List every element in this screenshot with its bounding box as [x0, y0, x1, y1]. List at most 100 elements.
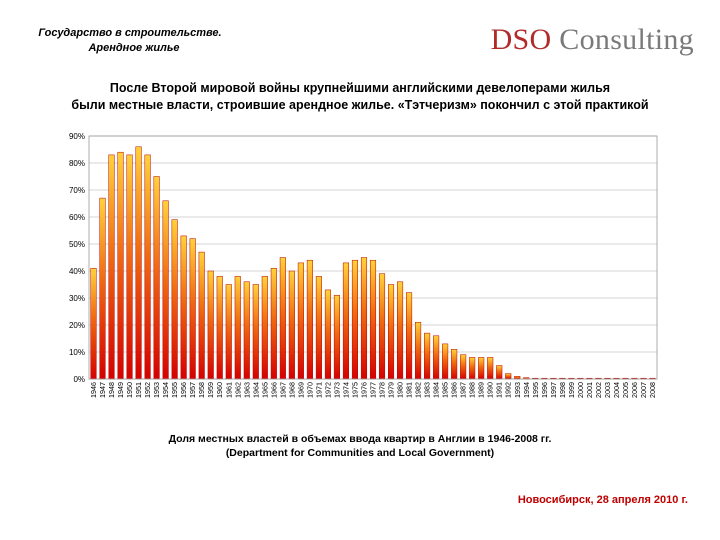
bar-1953 — [153, 176, 160, 380]
x-tick-label: 1974 — [341, 382, 350, 398]
bar-1959 — [207, 270, 214, 380]
x-tick-label: 1992 — [504, 382, 513, 398]
bar-1952 — [144, 154, 151, 380]
x-tick-label: 1954 — [161, 382, 170, 398]
bar-1985 — [442, 343, 449, 380]
bar-1954 — [162, 200, 169, 380]
bar-1955 — [171, 219, 178, 380]
bar-1979 — [387, 284, 395, 380]
y-tick-label: 50% — [69, 240, 85, 249]
x-tick-label: 2002 — [594, 382, 603, 398]
x-tick-label: 2008 — [648, 382, 657, 398]
bar-1977 — [369, 259, 377, 380]
bar-1978 — [378, 273, 386, 380]
x-tick-label: 1991 — [495, 382, 504, 398]
bar-1958 — [198, 251, 205, 380]
bar-1992 — [505, 373, 512, 380]
slide-title-line-2: были местные власти, строившие арендное … — [71, 98, 649, 112]
x-tick-label: 1946 — [89, 382, 98, 398]
y-tick-label: 30% — [69, 294, 85, 303]
x-tick-label: 1960 — [215, 382, 224, 398]
bar-1976 — [360, 257, 368, 380]
x-tick-label: 1949 — [116, 382, 125, 398]
x-tick-label: 1953 — [152, 382, 161, 398]
x-tick-label: 1990 — [486, 382, 495, 398]
x-tick-label: 2000 — [576, 382, 585, 398]
y-tick-label: 60% — [69, 213, 85, 222]
x-tick-label: 1966 — [269, 382, 278, 398]
bar-1968 — [288, 270, 295, 380]
x-tick-label: 1948 — [107, 382, 116, 398]
x-tick-label: 1970 — [305, 382, 314, 398]
y-tick-label: 80% — [69, 159, 85, 168]
header-subtitle: Государство в строительстве. Арендное жи… — [30, 26, 230, 56]
plot-frame — [88, 135, 658, 380]
x-tick-label: 2003 — [603, 382, 612, 398]
bar-1956 — [180, 235, 187, 380]
x-tick-label: 1993 — [513, 382, 522, 398]
bar-1991 — [496, 365, 503, 380]
x-tick-label: 1999 — [567, 382, 576, 398]
x-tick-label: 1952 — [143, 382, 152, 398]
x-tick-label: 1984 — [432, 382, 441, 398]
bar-1970 — [306, 259, 313, 380]
x-tick-label: 1998 — [558, 382, 567, 398]
x-tick-label: 1994 — [522, 382, 531, 398]
bar-1951 — [135, 146, 142, 380]
x-tick-label: 1963 — [242, 382, 251, 398]
header-line-1: Государство в строительстве. — [38, 27, 222, 39]
x-tick-label: 1978 — [378, 382, 387, 398]
y-tick-label: 40% — [69, 267, 85, 276]
y-tick-label: 90% — [69, 132, 85, 141]
x-tick-label: 1964 — [251, 382, 260, 398]
bar-1971 — [315, 276, 322, 380]
x-tick-label: 1969 — [296, 382, 305, 398]
y-tick-label: 70% — [69, 186, 85, 195]
x-tick-label: 1972 — [323, 382, 332, 398]
bar-1961 — [225, 284, 232, 380]
bar-1946 — [90, 268, 97, 380]
chart-caption-line-2: (Department for Communities and Local Go… — [225, 447, 495, 459]
x-tick-label: 2006 — [630, 382, 639, 398]
x-tick-label: 1981 — [405, 382, 414, 398]
logo-part-dso: DSO — [490, 23, 552, 56]
x-tick-label: 1951 — [134, 382, 143, 398]
company-logo: DSO Consulting — [491, 22, 694, 58]
x-tick-label: 1996 — [540, 382, 549, 398]
x-tick-label: 1979 — [387, 382, 396, 398]
logo-part-consulting: Consulting — [559, 23, 694, 56]
bar-1988 — [469, 357, 476, 380]
x-tick-label: 1968 — [287, 382, 296, 398]
bar-1983 — [424, 332, 431, 380]
bar-1972 — [324, 289, 331, 380]
chart-caption-line-1: Доля местных властей в объемах ввода ква… — [168, 433, 552, 445]
x-tick-label: 1995 — [531, 382, 540, 398]
x-tick-label: 1977 — [369, 382, 378, 398]
bar-1947 — [99, 197, 106, 380]
x-tick-label: 1967 — [278, 382, 287, 398]
x-tick-label: 1957 — [188, 382, 197, 398]
x-tick-label: 1959 — [206, 382, 215, 398]
bar-1949 — [117, 151, 124, 380]
x-tick-label: 1955 — [170, 382, 179, 398]
y-tick-label: 0% — [73, 375, 85, 384]
x-tick-label: 1986 — [450, 382, 459, 398]
x-tick-label: 1962 — [233, 382, 242, 398]
x-tick-label: 1987 — [459, 382, 468, 398]
bar-1987 — [460, 354, 467, 380]
bar-1967 — [279, 257, 286, 380]
bar-1957 — [189, 238, 196, 380]
bars — [90, 146, 656, 380]
bar-1973 — [333, 295, 340, 380]
bar-1965 — [261, 276, 268, 380]
x-tick-label: 2001 — [585, 382, 594, 398]
x-tick-label: 1988 — [468, 382, 477, 398]
bar-1960 — [216, 276, 223, 380]
slide-title-line-1: После Второй мировой войны крупнейшими а… — [109, 81, 611, 95]
x-tick-label: 1997 — [549, 382, 558, 398]
header-line-2: Арендное жилье — [88, 42, 180, 54]
x-tick-label: 1983 — [423, 382, 432, 398]
footer-date: Новосибирск, 28 апреля 2010 г. — [517, 494, 688, 506]
x-tick-label: 1989 — [477, 382, 486, 398]
bar-1966 — [270, 268, 277, 380]
